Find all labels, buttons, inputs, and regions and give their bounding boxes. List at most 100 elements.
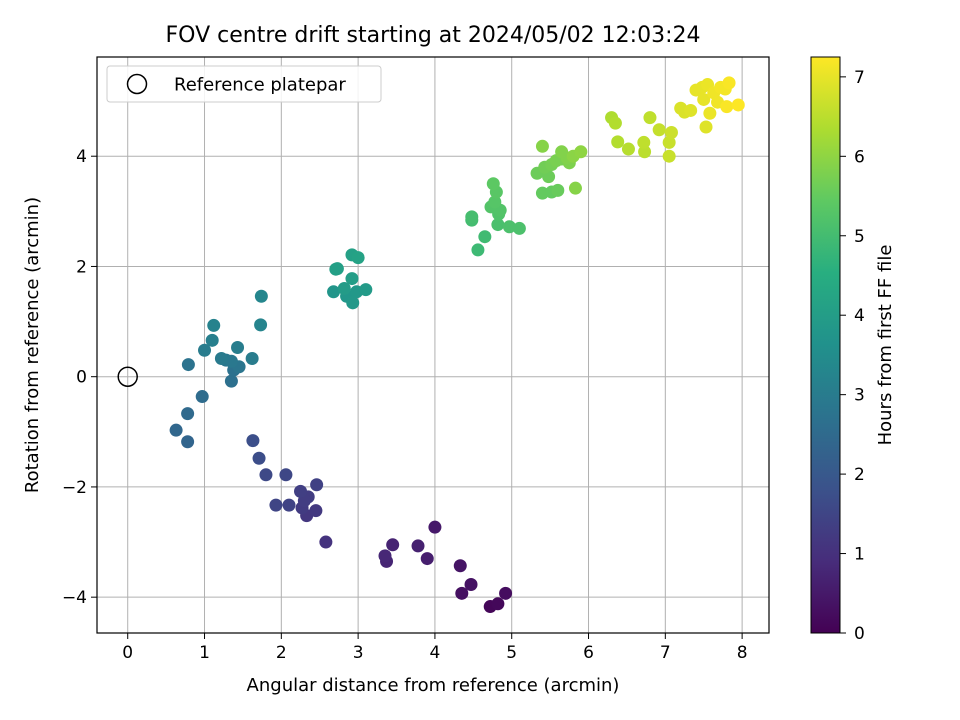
data-point	[327, 285, 341, 299]
colorbar-label: Hours from first FF file	[875, 245, 896, 446]
data-point	[346, 296, 360, 310]
colorbar-tick-label: 6	[854, 147, 865, 167]
legend-marker-icon	[126, 73, 148, 95]
data-point	[224, 374, 238, 388]
data-point	[282, 498, 296, 512]
y-tick-label: 2	[76, 257, 87, 277]
data-point	[207, 318, 221, 332]
data-point	[499, 586, 513, 600]
x-tick-label: 7	[660, 643, 671, 663]
data-point	[246, 434, 260, 448]
data-point	[535, 139, 549, 153]
legend-entry-reference: Reference platepar	[174, 75, 346, 96]
data-point	[488, 195, 502, 209]
data-point	[231, 340, 245, 354]
data-point	[224, 354, 238, 368]
grid-lines	[97, 57, 769, 633]
data-point	[574, 145, 588, 159]
data-point	[205, 333, 219, 347]
data-point	[637, 135, 651, 149]
data-point	[699, 120, 713, 134]
colorbar-tick-label: 7	[854, 68, 865, 88]
reference-platepar-marker	[117, 366, 138, 387]
data-point	[195, 390, 209, 404]
data-point	[662, 149, 676, 163]
data-point	[491, 597, 505, 611]
x-tick-label: 6	[583, 643, 594, 663]
chart-title: FOV centre drift starting at 2024/05/02 …	[166, 23, 701, 48]
data-point	[621, 142, 635, 156]
data-point	[731, 98, 745, 112]
data-points	[169, 76, 745, 614]
data-point	[169, 423, 183, 437]
data-point	[310, 478, 324, 492]
data-point	[245, 352, 259, 366]
x-tick-label: 5	[506, 643, 517, 663]
data-point	[345, 272, 359, 286]
data-point	[611, 135, 625, 149]
data-point	[337, 282, 351, 296]
legend-box	[106, 65, 382, 103]
x-axis-label: Angular distance from reference (arcmin)	[247, 675, 620, 696]
data-point	[684, 103, 698, 117]
x-tick-label: 2	[276, 643, 287, 663]
y-axis: −4 −2 0 2 4	[62, 147, 97, 608]
plot-frame	[96, 56, 770, 634]
data-point	[486, 177, 500, 191]
colorbar-tick-label: 4	[854, 306, 865, 326]
data-point	[428, 520, 442, 534]
data-point	[351, 251, 365, 265]
data-point	[512, 221, 526, 235]
data-point	[453, 559, 467, 573]
data-point	[551, 183, 565, 197]
data-point	[181, 358, 195, 372]
x-tick-label: 8	[737, 643, 748, 663]
data-point	[319, 535, 333, 549]
data-point	[254, 289, 268, 303]
data-point	[329, 262, 343, 276]
colorbar-tick-label: 3	[854, 386, 865, 406]
data-point	[420, 552, 434, 566]
colorbar-tick-label: 1	[854, 545, 865, 565]
data-point	[502, 220, 516, 234]
data-point	[703, 106, 717, 120]
x-tick-label: 3	[353, 643, 364, 663]
colorbar-tick-label: 2	[854, 465, 865, 485]
data-point	[608, 116, 622, 130]
x-tick-label: 0	[122, 643, 133, 663]
y-axis-label: Rotation from reference (arcmin)	[22, 197, 43, 493]
data-point	[269, 498, 283, 512]
data-point	[259, 468, 273, 482]
data-point	[697, 92, 711, 106]
data-point	[359, 283, 373, 297]
colorbar-tick-label: 0	[854, 624, 865, 644]
data-point	[455, 586, 469, 600]
data-point	[309, 504, 323, 518]
data-point	[664, 126, 678, 140]
colorbar: 0 1 2 3 4 5 6 7 Hours from first FF file	[810, 56, 896, 644]
data-point	[214, 352, 228, 366]
data-point	[720, 100, 734, 114]
legend: Reference platepar	[106, 65, 382, 103]
data-point	[643, 111, 657, 125]
data-point	[198, 343, 212, 357]
x-tick-label: 1	[199, 643, 210, 663]
y-tick-label: −4	[62, 588, 87, 608]
data-point	[181, 407, 195, 421]
data-point	[638, 145, 652, 159]
data-point	[252, 451, 266, 465]
data-point	[254, 318, 268, 332]
data-point	[478, 230, 492, 244]
data-point	[464, 577, 478, 591]
data-point	[568, 181, 582, 195]
data-point	[722, 76, 736, 90]
colorbar-ticks: 0 1 2 3 4 5 6 7	[840, 68, 865, 644]
data-point	[279, 468, 293, 482]
data-point	[471, 243, 485, 257]
data-point	[386, 538, 400, 552]
data-point	[411, 539, 425, 553]
data-point	[662, 135, 676, 149]
data-point	[181, 435, 195, 449]
x-axis: 0 1 2 3 4 5 6 7 8	[122, 633, 748, 663]
